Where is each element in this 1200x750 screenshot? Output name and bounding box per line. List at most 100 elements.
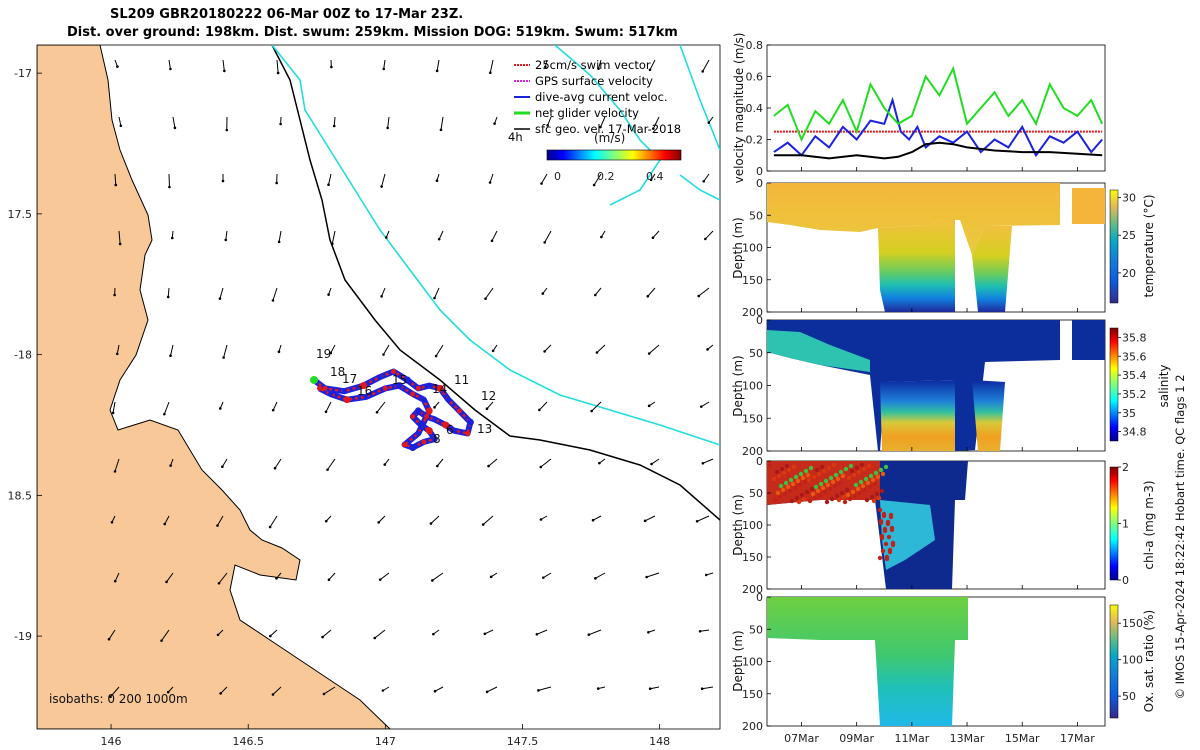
sfc-geo-arrow (697, 287, 710, 298)
chl-point (826, 465, 832, 471)
depth-ytick: 100 (742, 380, 763, 393)
sfc-geo-arrow (327, 173, 332, 187)
map-xtick-label: 146 (101, 735, 122, 748)
sfc-geo-arrow (115, 344, 120, 356)
depth-ytick: 50 (749, 487, 763, 500)
track-point (322, 385, 328, 391)
track-point (451, 428, 457, 434)
sfc-geo-arrow (321, 629, 332, 639)
sfc-geo-arrow (277, 344, 282, 353)
ox-colorbar-ticks: 50 100 150 (1118, 617, 1143, 703)
chl-point (787, 488, 793, 494)
track-point (421, 439, 427, 445)
chl-point (779, 466, 785, 472)
sfc-geo-arrow (279, 116, 282, 126)
sfc-geo-arrow (216, 515, 224, 527)
sfc-geo-arrow (168, 173, 171, 189)
chl-ylabel: Depth (m) (731, 494, 745, 555)
map-xtick-label: 148 (649, 735, 670, 748)
sfc-geo-arrow (377, 515, 386, 524)
sfc-geo-arrow (429, 515, 440, 525)
chl-point (792, 485, 798, 491)
velocity-ytick: 0.2 (746, 134, 764, 147)
chl-point (791, 464, 797, 470)
sfc-geo-arrow (168, 59, 172, 71)
map-ytick-label: -17 (14, 67, 32, 80)
chl-point (879, 488, 885, 494)
credit-line: © IMOS 15-Apr-2024 18:22:42 Hobart time.… (1173, 374, 1187, 699)
chl-point (869, 494, 875, 500)
sfc-geo-arrow (541, 572, 552, 579)
map-ytick-label: 17.5 (8, 208, 33, 221)
sfc-geo-arrow (382, 344, 390, 356)
sfc-geo-arrow (322, 686, 336, 696)
sfc-geo-arrow (277, 230, 282, 244)
legend-swim-vector: 25cm/s swim vector (535, 58, 651, 72)
sal-deep-section-1 (880, 380, 955, 451)
velocity-ytick: 0.6 (746, 71, 764, 84)
chl-point (824, 499, 830, 505)
sfc-geo-arrow (647, 629, 656, 634)
chl-point (849, 468, 855, 474)
chl-point (837, 480, 843, 486)
salinity-ticks: 0 50 100 150 200 (742, 314, 771, 458)
chl-point (823, 478, 829, 484)
track-point (432, 436, 438, 442)
chl-point (836, 497, 842, 503)
sfc-geo-arrow (590, 401, 602, 413)
sfc-geo-arrow (493, 116, 498, 125)
track-point (317, 385, 323, 391)
sfc-geo-arrow (163, 401, 170, 416)
track-day-label: 15 (392, 373, 407, 387)
depth-ytick: 0 (756, 455, 763, 468)
chl-point (780, 487, 786, 493)
track-point (415, 430, 421, 436)
chl-point (855, 486, 861, 492)
sfc-geo-arrow (431, 572, 444, 582)
sfc-geo-arrow (383, 458, 390, 466)
track-point (424, 414, 430, 420)
chl-point (816, 471, 822, 477)
chl-point (798, 471, 804, 477)
track-point (456, 408, 462, 414)
sfc-geo-arrow (269, 629, 278, 638)
chl-point (774, 469, 780, 475)
chl-point (842, 499, 848, 505)
sfc-geo-arrow (543, 230, 552, 244)
velocity-ytick: 0.4 (746, 102, 764, 115)
map-xtick-label: 147 (375, 735, 396, 748)
chl-point (883, 541, 889, 547)
isobath-label: isobaths: 0 200 1000m (49, 692, 188, 706)
sfc-geo-arrow (592, 173, 602, 187)
chl-point (805, 472, 811, 478)
sfc-geo-arrow (594, 287, 602, 297)
chl-point (864, 497, 870, 503)
chl-point (856, 469, 862, 475)
track-point (363, 394, 369, 400)
colorbar-tick: 2 (1122, 461, 1129, 474)
chl-point (873, 470, 879, 476)
sfc-geo-arrow (324, 401, 332, 414)
chl-point (863, 476, 869, 482)
colorbar-tick: 25 (1122, 229, 1136, 242)
sfc-geo-arrow (169, 458, 174, 467)
temperature-ticks: 0 50 100 150 200 (742, 177, 771, 319)
chl-point (806, 477, 812, 483)
chl-point (810, 491, 816, 497)
sfc-geo-arrow (170, 230, 174, 240)
sfc-geo-arrow (652, 116, 660, 130)
sfc-geo-arrow (701, 458, 714, 465)
chl-point (885, 519, 891, 525)
map-xtick-label: 147.5 (507, 735, 539, 748)
temperature-colorbar-ticks: 20 25 30 (1118, 192, 1136, 280)
track-point (465, 430, 471, 436)
chl-point (884, 554, 890, 560)
track-day-label: 13 (477, 422, 492, 436)
sfc-geo-arrow (169, 344, 174, 358)
sfc-geo-arrow (109, 686, 120, 699)
sfc-geo-arrow (113, 287, 116, 297)
colorbar-tick: 100 (1122, 654, 1143, 667)
sfc-geo-arrow (539, 515, 548, 521)
chl-point (828, 475, 834, 481)
sfc-geo-arrow (113, 458, 120, 473)
